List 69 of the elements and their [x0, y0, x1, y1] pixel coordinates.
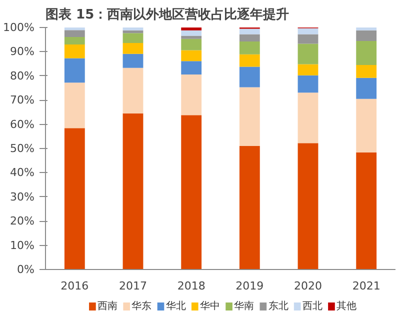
legend-label: 东北: [268, 300, 288, 312]
bar: [181, 38, 202, 50]
bar: [64, 30, 85, 37]
bar: [356, 30, 377, 42]
y-tick-label: 30%: [10, 190, 35, 204]
y-tick-label: 0%: [17, 263, 34, 276]
y-tick-label: 70%: [10, 94, 35, 107]
legend-label: 西南: [98, 300, 118, 312]
bar: [298, 28, 318, 34]
bar: [356, 28, 377, 30]
bar: [239, 54, 260, 67]
x-tick-label: 2019: [236, 280, 264, 292]
bar: [181, 115, 202, 270]
bar: [239, 34, 260, 42]
legend-label: 华南: [234, 300, 254, 312]
bar: [298, 92, 318, 144]
bar: [181, 50, 202, 62]
y-tick-label: 10%: [10, 238, 35, 252]
legend-label: 华北: [166, 300, 186, 312]
y-tick-label: 40%: [10, 166, 35, 180]
bar: [122, 54, 144, 68]
x-tick-label: 2016: [60, 280, 89, 292]
bar: [356, 78, 377, 99]
bar: [298, 34, 318, 44]
y-tick-label: 60%: [10, 118, 35, 131]
bar: [122, 113, 144, 270]
y-tick-label: 100%: [3, 21, 35, 34]
bar: [298, 75, 318, 93]
bar: [356, 98, 377, 152]
bar: [239, 146, 260, 270]
bar: [181, 28, 202, 30]
bar: [64, 28, 85, 30]
y-tick-label: 50%: [10, 142, 35, 155]
x-tick-label: 2020: [294, 280, 322, 292]
bar: [64, 128, 85, 270]
legend-label: 西北: [302, 300, 322, 312]
bar: [64, 36, 85, 44]
chart-title: 图表 15：西南以外地区营收占比逐年提升: [46, 6, 290, 22]
bar: [239, 28, 260, 34]
bar: [356, 65, 377, 78]
bar: [239, 66, 260, 88]
bar: [122, 33, 144, 43]
bar: [181, 36, 202, 39]
y-tick-label: 20%: [10, 214, 35, 228]
bar: [122, 42, 144, 54]
bar: [64, 58, 85, 83]
bar: [298, 143, 318, 270]
legend-label: 其他: [336, 300, 357, 312]
bar: [181, 30, 202, 36]
x-tick-label: 2018: [177, 280, 206, 292]
y-tick-label: 90%: [10, 45, 35, 58]
bar: [298, 64, 318, 76]
bar: [64, 82, 85, 128]
bar: [181, 74, 202, 116]
legend-label: 华东: [132, 300, 152, 312]
bar: [298, 44, 318, 64]
x-tick-label: 2017: [119, 280, 148, 292]
bar: [356, 41, 377, 66]
bar: [239, 87, 260, 146]
bar: [122, 68, 144, 114]
bar: [122, 30, 144, 34]
y-tick-label: 80%: [10, 69, 35, 82]
bar: [64, 44, 85, 58]
x-tick-label: 2021: [352, 280, 380, 292]
bar: [181, 61, 202, 74]
bar: [239, 42, 260, 54]
legend-label: 华中: [200, 300, 220, 312]
bar: [122, 28, 144, 30]
bar: [356, 152, 377, 270]
